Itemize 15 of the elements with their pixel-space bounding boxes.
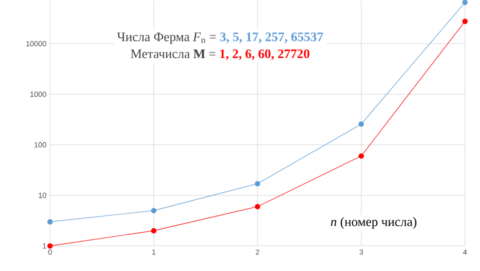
point	[254, 204, 260, 210]
point	[47, 243, 53, 249]
annotation: 1, 2, 6, 60, 27720	[220, 49, 310, 60]
point	[358, 153, 364, 159]
point	[462, 0, 468, 6]
point	[151, 228, 156, 234]
point	[462, 18, 468, 24]
annotation: 3, 5, 17, 257, 65537	[220, 32, 323, 44]
annotation: Числа Ферма F$_{n}$ =	[117, 32, 216, 44]
point	[358, 121, 364, 127]
point	[254, 181, 260, 186]
x-axis-title: n (номер числа)	[330, 217, 416, 229]
annotation: Метачисла M =	[130, 50, 216, 58]
point	[151, 208, 156, 214]
point	[47, 219, 53, 225]
